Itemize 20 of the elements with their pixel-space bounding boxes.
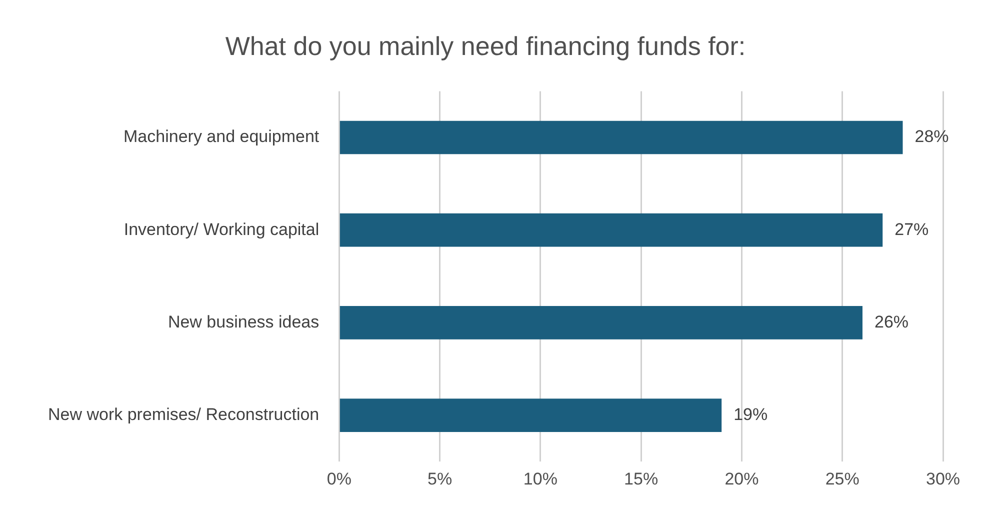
bar xyxy=(340,120,903,154)
x-tick-label: 30% xyxy=(926,469,960,488)
data-label: 28% xyxy=(914,127,949,146)
bar xyxy=(340,398,722,432)
data-label: 19% xyxy=(734,404,768,424)
data-label: 27% xyxy=(894,220,929,239)
y-tick-label: New business ideas xyxy=(168,312,320,332)
x-tick-label: 20% xyxy=(724,469,759,488)
chart-title: What do you mainly need financing funds for: xyxy=(225,30,746,61)
y-tick-label: New work premises/ Reconstruction xyxy=(48,404,320,424)
x-tick-label: 15% xyxy=(624,469,658,488)
y-tick-label: Inventory/ Working capital xyxy=(124,220,320,239)
data-label: 26% xyxy=(874,312,909,332)
x-tick-label: 5% xyxy=(428,469,452,488)
bar xyxy=(340,306,862,340)
y-tick-label: Machinery and equipment xyxy=(124,127,320,146)
x-tick-label: 25% xyxy=(825,469,860,488)
x-tick-label: 10% xyxy=(523,469,558,488)
bar xyxy=(340,213,883,247)
x-tick-label: 0% xyxy=(326,469,352,488)
